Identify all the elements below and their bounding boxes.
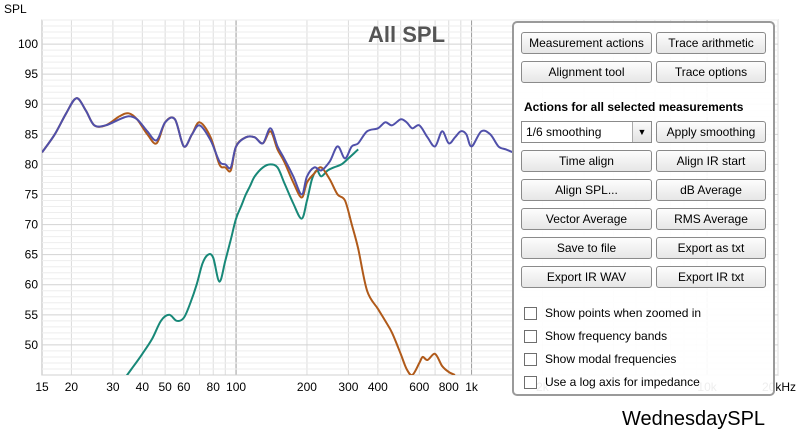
chevron-down-icon[interactable]: ▼ <box>632 122 651 142</box>
x-tick-label: 300 <box>338 380 358 394</box>
section-title: Actions for all selected measurements <box>524 100 744 114</box>
log-axis-impedance-checkbox[interactable]: Use a log axis for impedance <box>524 375 700 389</box>
save-to-file-button[interactable]: Save to file <box>521 237 652 259</box>
y-tick-label: 75 <box>25 187 39 201</box>
x-tick-label: 100 <box>226 380 246 394</box>
x-tick-label: 40 <box>136 380 150 394</box>
checkbox-label: Show points when zoomed in <box>545 306 702 320</box>
time-align-button[interactable]: Time align <box>521 150 652 172</box>
checkbox-label: Use a log axis for impedance <box>545 375 700 389</box>
chart-series <box>42 97 514 375</box>
x-tick-label: 200 <box>297 380 317 394</box>
alignment-tool-button[interactable]: Alignment tool <box>521 61 652 83</box>
x-tick-label: 30 <box>106 380 120 394</box>
y-tick-label: 70 <box>25 218 39 232</box>
y-tick-label: 85 <box>25 127 39 141</box>
trace-arithmetic-button[interactable]: Trace arithmetic <box>656 32 766 54</box>
x-tick-label: 1k <box>465 380 479 394</box>
measurement-actions-button[interactable]: Measurement actions <box>521 32 652 54</box>
show-frequency-bands-checkbox[interactable]: Show frequency bands <box>524 329 667 343</box>
apply-smoothing-button[interactable]: Apply smoothing <box>656 121 766 143</box>
y-tick-label: 65 <box>25 248 39 262</box>
show-points-checkbox[interactable]: Show points when zoomed in <box>524 306 701 320</box>
checkbox-label: Show frequency bands <box>545 329 668 343</box>
y-tick-label: 80 <box>25 157 39 171</box>
export-ir-txt-button[interactable]: Export IR txt <box>656 266 766 288</box>
y-tick-label: 60 <box>25 278 39 292</box>
trace-options-button[interactable]: Trace options <box>656 61 766 83</box>
rms-average-button[interactable]: RMS Average <box>656 208 766 230</box>
export-as-txt-button[interactable]: Export as txt <box>656 237 766 259</box>
checkbox-box[interactable] <box>524 306 537 320</box>
x-tick-label: 80 <box>207 380 221 394</box>
export-ir-wav-button[interactable]: Export IR WAV <box>521 266 652 288</box>
y-axis-label: SPL <box>4 2 27 16</box>
y-tick-label: 95 <box>25 67 39 81</box>
app-title: WednesdaySPL <box>622 408 766 430</box>
x-tick-label: 400 <box>368 380 388 394</box>
x-tick-label: 600 <box>409 380 429 394</box>
y-tick-label: 50 <box>25 338 39 352</box>
x-tick-label: 15 <box>35 380 49 394</box>
db-average-button[interactable]: dB Average <box>656 179 766 201</box>
show-modal-frequencies-checkbox[interactable]: Show modal frequencies <box>524 352 676 366</box>
smoothing-select[interactable]: 1/6 smoothing ▼ <box>521 121 652 143</box>
y-tick-label: 55 <box>25 308 39 322</box>
y-tick-label: 100 <box>18 37 38 51</box>
series-line-0 <box>42 97 514 196</box>
align-spl-button[interactable]: Align SPL... <box>521 179 652 201</box>
checkbox-box[interactable] <box>524 352 537 366</box>
x-tick-label: 60 <box>177 380 191 394</box>
checkbox-label: Show modal frequencies <box>545 352 677 366</box>
align-ir-start-button[interactable]: Align IR start <box>656 150 766 172</box>
smoothing-select-value: 1/6 smoothing <box>526 125 602 139</box>
checkbox-box[interactable] <box>524 329 537 343</box>
vector-average-button[interactable]: Vector Average <box>521 208 652 230</box>
x-tick-label: 20 <box>65 380 79 394</box>
y-tick-label: 90 <box>25 97 39 111</box>
checkbox-box[interactable] <box>524 375 537 389</box>
x-tick-label: 50 <box>158 380 172 394</box>
actions-panel: Measurement actions Trace arithmetic Ali… <box>512 21 775 396</box>
chart-title: All SPL <box>368 22 445 47</box>
x-tick-label: 800 <box>439 380 459 394</box>
y-axis-ticks: 100 95 90 85 80 75 70 65 60 55 50 <box>18 37 38 352</box>
